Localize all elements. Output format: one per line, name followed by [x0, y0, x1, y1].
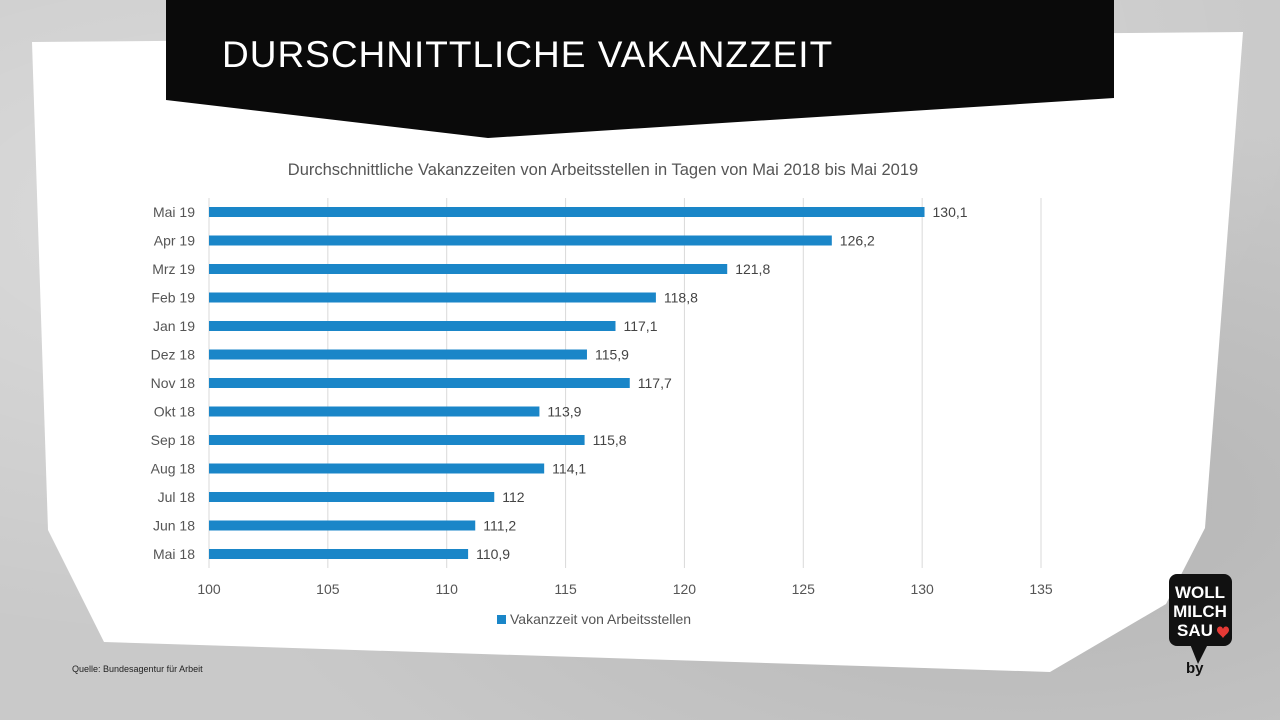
x-tick-label: 120: [673, 581, 697, 597]
category-label: Okt 18: [154, 404, 195, 420]
title-banner: [166, 0, 1114, 138]
logo-line-3: SAU: [1177, 621, 1213, 640]
category-label: Jun 18: [153, 518, 195, 534]
bar: [209, 492, 495, 502]
category-label: Nov 18: [151, 375, 196, 391]
value-label: 126,2: [840, 233, 875, 249]
value-label: 115,8: [593, 432, 627, 448]
category-labels: Mai 19 Apr 19 Mrz 19 Feb 19 Jan 19 Dez 18 Nov …: [151, 204, 196, 562]
value-label: 121,8: [735, 261, 770, 277]
heart-icon: [1217, 626, 1229, 638]
bar: [209, 264, 728, 274]
value-label: 117,7: [638, 375, 672, 391]
x-axis-ticks: 100 105 110 115 120 125 130 135: [197, 581, 1053, 597]
bar: [209, 235, 832, 246]
value-label: 118,8: [664, 290, 698, 306]
value-label: 110,9: [476, 546, 510, 562]
bar: [209, 349, 587, 360]
logo-line-2: MILCH: [1173, 602, 1227, 621]
bar: [209, 549, 469, 559]
x-tick-label: 125: [792, 581, 816, 597]
bar: [209, 321, 616, 331]
value-label: 111,2: [483, 518, 516, 534]
chart-bars: [209, 207, 925, 559]
bar: [209, 520, 476, 531]
value-label: 114,1: [552, 461, 586, 477]
chart-legend: Vakanzzeit von Arbeitsstellen: [497, 611, 691, 627]
x-tick-label: 135: [1029, 581, 1053, 597]
category-label: Dez 18: [151, 347, 196, 363]
category-label: Mai 18: [153, 546, 195, 562]
bar: [209, 207, 925, 217]
category-label: Jul 18: [158, 489, 196, 505]
category-label: Aug 18: [151, 461, 196, 477]
bar: [209, 378, 630, 388]
wollmilchsau-logo: WOLL MILCH SAU by: [1169, 574, 1232, 677]
bar: [209, 463, 545, 474]
value-labels: 130,1 126,2 121,8 118,8 117,1 115,9 117,7 113,9…: [476, 204, 968, 562]
category-label: Mai 19: [153, 204, 195, 220]
category-label: Mrz 19: [152, 261, 195, 277]
x-tick-label: 100: [197, 581, 221, 597]
category-label: Apr 19: [154, 233, 195, 249]
source-note: Quelle: Bundesagentur für Arbeit: [72, 664, 203, 674]
category-label: Jan 19: [153, 318, 195, 334]
value-label: 117,1: [623, 318, 657, 334]
x-tick-label: 115: [554, 581, 577, 597]
x-tick-label: 105: [316, 581, 340, 597]
x-tick-label: 110: [436, 581, 459, 597]
logo-byline: by: [1186, 660, 1204, 677]
category-label: Feb 19: [151, 290, 195, 306]
value-label: 113,9: [547, 404, 581, 420]
bar: [209, 435, 585, 445]
bar: [209, 292, 656, 303]
category-label: Sep 18: [151, 432, 196, 448]
page-title: DURSCHNITTLICHE VAKANZZEIT: [222, 34, 834, 75]
value-label: 115,9: [595, 347, 629, 363]
value-label: 112: [502, 489, 525, 505]
chart-title: Durchschnittliche Vakanzzeiten von Arbei…: [288, 161, 918, 179]
logo-line-1: WOLL: [1175, 583, 1225, 602]
bar: [209, 406, 540, 417]
legend-swatch: [497, 615, 506, 624]
x-tick-label: 130: [910, 581, 934, 597]
value-label: 130,1: [933, 204, 968, 220]
legend-label: Vakanzzeit von Arbeitsstellen: [510, 611, 691, 627]
